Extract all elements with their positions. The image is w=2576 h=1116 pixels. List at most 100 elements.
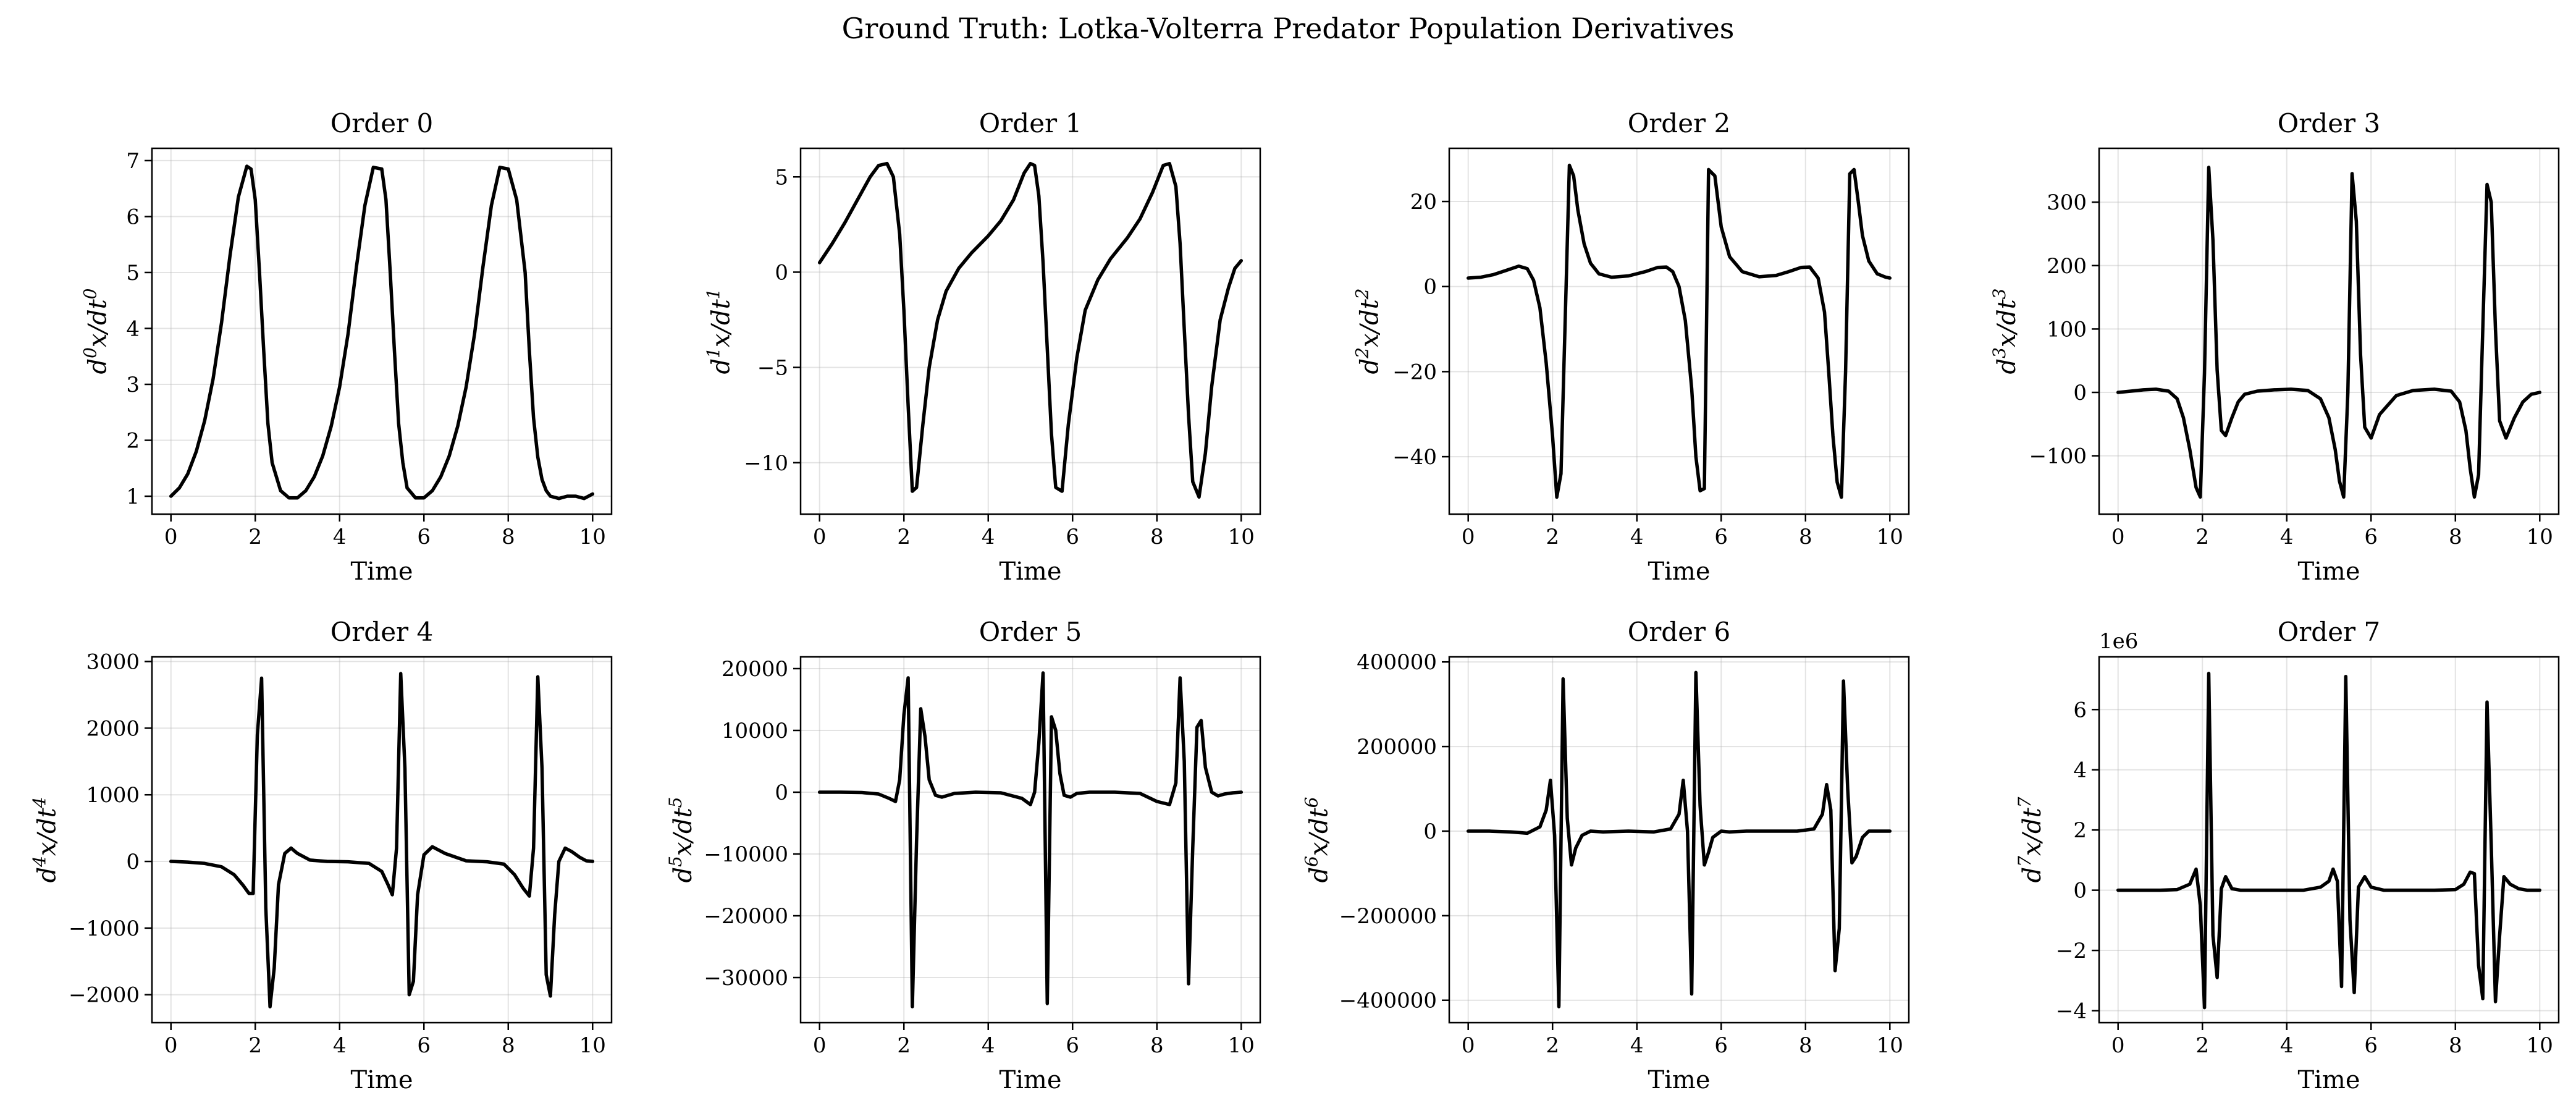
y-tick-label: 1 — [126, 484, 140, 509]
y-tick-label: 4 — [2073, 758, 2087, 783]
x-tick-label: 4 — [333, 525, 347, 549]
y-axis-label-superscript: 5 — [665, 856, 686, 867]
x-tick-label: 10 — [1877, 1033, 1903, 1058]
x-tick-label: 6 — [417, 1033, 431, 1058]
y-axis-label-superscript: 7 — [2014, 856, 2035, 867]
y-tick-label: 0 — [1423, 819, 1437, 844]
y-tick-label: 6 — [126, 205, 140, 229]
x-tick-label: 8 — [1150, 525, 1164, 549]
x-tick-label: 10 — [579, 1033, 606, 1058]
x-tick-label: 4 — [982, 1033, 995, 1058]
x-tick-label: 0 — [2111, 525, 2125, 549]
series-line — [2116, 672, 2542, 1010]
x-tick-label: 4 — [2280, 525, 2294, 549]
y-tick-label: −20 — [1392, 360, 1437, 384]
x-axis-label: Time — [999, 1066, 1061, 1094]
y-tick-label: 5 — [775, 165, 788, 190]
y-axis-label-part: x/dt — [2018, 807, 2047, 856]
x-tick-label: 0 — [164, 525, 178, 549]
y-axis-label: d3x/dt3 — [1989, 289, 2022, 374]
x-tick-label: 8 — [2449, 525, 2462, 549]
y-axis-label-part: d — [2018, 867, 2047, 883]
y-tick-label: 5 — [126, 261, 140, 285]
x-axis-label: Time — [2297, 1066, 2360, 1094]
y-tick-label: 0 — [775, 780, 788, 805]
y-axis-label-part: d — [33, 867, 62, 883]
x-axis-label: Time — [350, 557, 413, 586]
y-axis-label: d5x/dt5 — [665, 797, 698, 883]
y-offset-label: 1e6 — [2099, 629, 2138, 654]
x-tick-label: 6 — [417, 525, 431, 549]
subplot-order-4: 0 2 4 6 8 10 −2000 −1000 0 1000 2000 3000 Order 4 Tim… — [29, 617, 613, 1094]
series-line — [817, 161, 1244, 499]
y-axis-label-part: x/dt — [33, 807, 62, 856]
x-axis-label: Time — [350, 1066, 413, 1094]
axes-frame — [799, 147, 1261, 515]
y-axis-label-part: x/dt — [669, 807, 697, 856]
x-tick-label: 6 — [1714, 1033, 1728, 1058]
x-tick-label: 4 — [1630, 525, 1644, 549]
series-line — [1466, 670, 1892, 1008]
axes-frame — [1448, 656, 1910, 1024]
axes-frame — [1448, 147, 1910, 515]
axes-frame — [2098, 147, 2560, 515]
y-tick-label: −100 — [2029, 444, 2087, 469]
x-tick-label: 0 — [1462, 1033, 1475, 1058]
y-tick-label: 3 — [126, 373, 140, 397]
y-tick-label: 0 — [2073, 879, 2087, 903]
x-tick-label: 0 — [2111, 1033, 2125, 1058]
y-tick-label: −2000 — [69, 983, 140, 1008]
y-axis-label-part: d — [84, 358, 112, 374]
x-tick-label: 0 — [1462, 525, 1475, 549]
y-axis-label: d0x/dt0 — [80, 289, 112, 374]
y-axis-label: d4x/dt4 — [29, 797, 62, 883]
subplot-title: Order 2 — [1628, 108, 1730, 138]
y-tick-label: 3000 — [86, 650, 140, 675]
y-tick-label: −1000 — [69, 916, 140, 941]
y-axis-label-part: d — [1356, 358, 1384, 374]
x-tick-label: 4 — [2280, 1033, 2294, 1058]
x-tick-label: 10 — [2527, 1033, 2553, 1058]
y-tick-label: −2 — [2056, 939, 2087, 963]
axes-frame — [799, 656, 1261, 1024]
x-tick-label: 8 — [502, 525, 515, 549]
grid-lines — [1449, 148, 1909, 514]
subplot-order-5: 0 2 4 6 8 10 −30000 −20000 −10000 0 10000 20000 Orde… — [665, 617, 1261, 1094]
x-axis-label: Time — [2297, 557, 2360, 586]
y-tick-label: 6 — [2073, 698, 2087, 722]
y-axis-label-part: d — [1993, 358, 2021, 374]
y-tick-label: −4 — [2056, 999, 2087, 1024]
y-tick-label: 20000 — [722, 657, 788, 682]
x-tick-label: 2 — [897, 1033, 911, 1058]
y-axis-label-superscript: 4 — [29, 856, 49, 868]
y-tick-label: 200 — [2047, 254, 2087, 279]
x-tick-label: 0 — [813, 525, 827, 549]
x-tick-label: 2 — [1546, 525, 1559, 549]
x-tick-label: 10 — [579, 525, 606, 549]
grid-lines — [152, 148, 612, 514]
subplot-title: Order 1 — [979, 108, 1082, 138]
series-line — [169, 164, 595, 501]
y-tick-label: −30000 — [704, 966, 788, 991]
x-tick-label: 2 — [2195, 525, 2209, 549]
grid-lines — [1449, 657, 1909, 1023]
y-axis-label-superscript: 7 — [2014, 797, 2035, 808]
series-line — [1466, 163, 1892, 499]
x-tick-label: 8 — [502, 1033, 515, 1058]
y-axis-label-superscript: 1 — [703, 347, 723, 358]
y-axis-label-part: x/dt — [1356, 298, 1384, 347]
y-axis-label-superscript: 3 — [1989, 347, 2010, 358]
x-tick-label: 8 — [2449, 1033, 2462, 1058]
x-tick-label: 2 — [897, 525, 911, 549]
x-tick-label: 6 — [2364, 1033, 2378, 1058]
y-axis-label-superscript: 2 — [1352, 289, 1372, 300]
y-axis-label-superscript: 6 — [1301, 856, 1321, 867]
y-tick-label: −20000 — [704, 904, 788, 929]
y-tick-label: 0 — [775, 260, 788, 285]
x-tick-label: 6 — [1066, 525, 1079, 549]
x-tick-label: 4 — [1630, 1033, 1644, 1058]
